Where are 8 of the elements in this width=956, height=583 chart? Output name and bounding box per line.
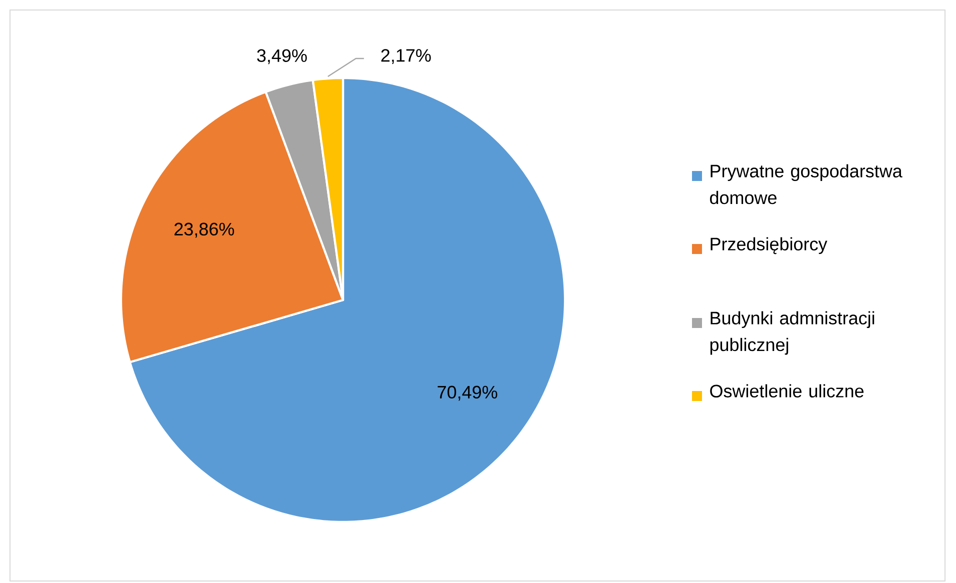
legend-label: Przedsiębiorcy (710, 237, 828, 254)
legend-label: Budynki admnistracji publicznej (710, 311, 874, 355)
legend-label: Prywatne gospodarstwa domowe (710, 164, 902, 204)
legend-label: Oswietlenie uliczne (710, 384, 864, 398)
data-label: 23,86% (174, 222, 234, 238)
data-label: 70,49% (438, 386, 498, 401)
data-label: 3,49% (257, 49, 307, 64)
data-label: 2,17% (381, 49, 431, 64)
